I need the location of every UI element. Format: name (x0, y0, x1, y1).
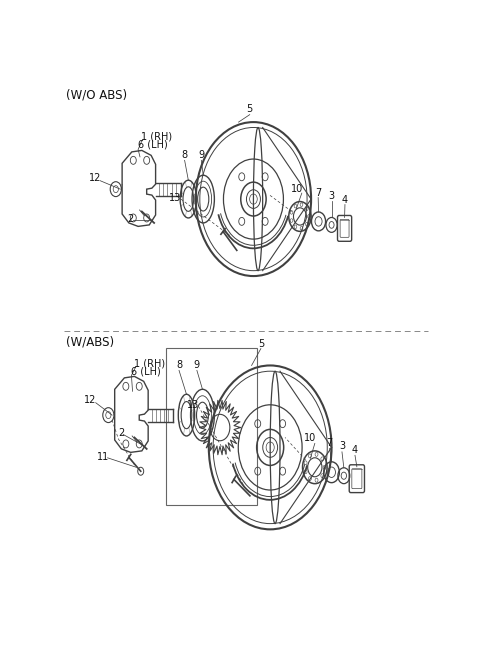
Text: 1 (RH): 1 (RH) (134, 359, 166, 368)
Text: 10: 10 (291, 184, 303, 194)
Text: 5: 5 (258, 339, 264, 348)
Text: 7: 7 (326, 438, 333, 448)
Text: 2: 2 (118, 428, 124, 439)
Text: 4: 4 (342, 195, 348, 204)
Text: 3: 3 (328, 191, 335, 201)
Text: 6 (LH): 6 (LH) (138, 140, 168, 150)
Text: (W/O ABS): (W/O ABS) (66, 88, 127, 101)
Text: 11: 11 (96, 451, 109, 462)
Text: 1 (RH): 1 (RH) (141, 132, 172, 141)
Text: (W/ABS): (W/ABS) (66, 335, 114, 349)
Text: 10: 10 (304, 433, 316, 443)
Text: 13: 13 (169, 193, 181, 203)
Text: 9: 9 (198, 150, 204, 160)
Text: 9: 9 (194, 360, 200, 370)
Text: 5: 5 (247, 104, 253, 114)
Text: 8: 8 (176, 360, 182, 370)
Text: 2: 2 (128, 214, 134, 224)
Text: 3: 3 (339, 441, 345, 451)
Text: 13: 13 (187, 400, 199, 410)
Text: 6 (LH): 6 (LH) (132, 367, 161, 377)
Text: 7: 7 (315, 188, 321, 197)
Text: 8: 8 (181, 150, 188, 160)
Text: 4: 4 (352, 445, 358, 455)
Text: 12: 12 (89, 173, 102, 183)
Text: 12: 12 (84, 395, 96, 404)
